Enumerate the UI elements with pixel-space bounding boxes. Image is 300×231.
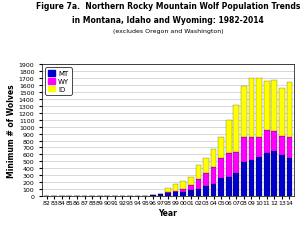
Bar (264, 153, 269, 196)
Bar (158, 194, 163, 196)
Bar (150, 195, 156, 196)
Bar (264, 82, 269, 130)
Bar (188, 185, 194, 190)
Bar (279, 89, 285, 136)
Bar (218, 179, 224, 196)
X-axis label: Year: Year (159, 208, 177, 217)
Bar (188, 177, 194, 185)
Bar (218, 137, 224, 158)
Bar (196, 179, 201, 189)
Bar (173, 192, 178, 196)
Text: Figure 7a.  Northern Rocky Mountain Wolf Population Trends: Figure 7a. Northern Rocky Mountain Wolf … (36, 2, 300, 11)
Bar (241, 162, 247, 196)
Bar (233, 173, 239, 196)
Bar (249, 160, 254, 196)
Bar (165, 192, 171, 193)
Bar (180, 192, 186, 196)
Bar (165, 193, 171, 196)
Text: in Montana, Idaho and Wyoming: 1982-2014: in Montana, Idaho and Wyoming: 1982-2014 (72, 16, 264, 25)
Bar (211, 168, 216, 184)
Bar (203, 174, 209, 186)
Bar (165, 188, 171, 192)
Bar (173, 191, 178, 192)
Bar (211, 184, 216, 196)
Bar (286, 83, 292, 138)
Bar (272, 132, 277, 151)
Bar (256, 137, 262, 157)
Bar (180, 189, 186, 192)
Bar (241, 137, 247, 162)
Bar (286, 158, 292, 196)
Bar (218, 158, 224, 179)
Bar (203, 158, 209, 174)
Bar (211, 149, 216, 168)
Text: (excludes Oregon and Washington): (excludes Oregon and Washington) (113, 29, 223, 34)
Bar (203, 186, 209, 196)
Bar (264, 130, 269, 153)
Bar (272, 80, 277, 132)
Bar (233, 106, 239, 152)
Bar (279, 155, 285, 196)
Bar (188, 190, 194, 196)
Bar (249, 79, 254, 138)
Legend: MT, WY, ID: MT, WY, ID (46, 68, 72, 95)
Bar (226, 154, 232, 177)
Bar (173, 184, 178, 191)
Bar (226, 120, 232, 154)
Y-axis label: Minimum # of Wolves: Minimum # of Wolves (7, 84, 16, 177)
Bar (286, 138, 292, 158)
Bar (241, 86, 247, 137)
Bar (180, 181, 186, 189)
Bar (226, 177, 232, 196)
Bar (272, 151, 277, 196)
Bar (196, 165, 201, 179)
Bar (249, 138, 254, 160)
Bar (233, 152, 239, 173)
Bar (256, 157, 262, 196)
Bar (256, 78, 262, 137)
Bar (196, 189, 201, 196)
Bar (279, 136, 285, 155)
